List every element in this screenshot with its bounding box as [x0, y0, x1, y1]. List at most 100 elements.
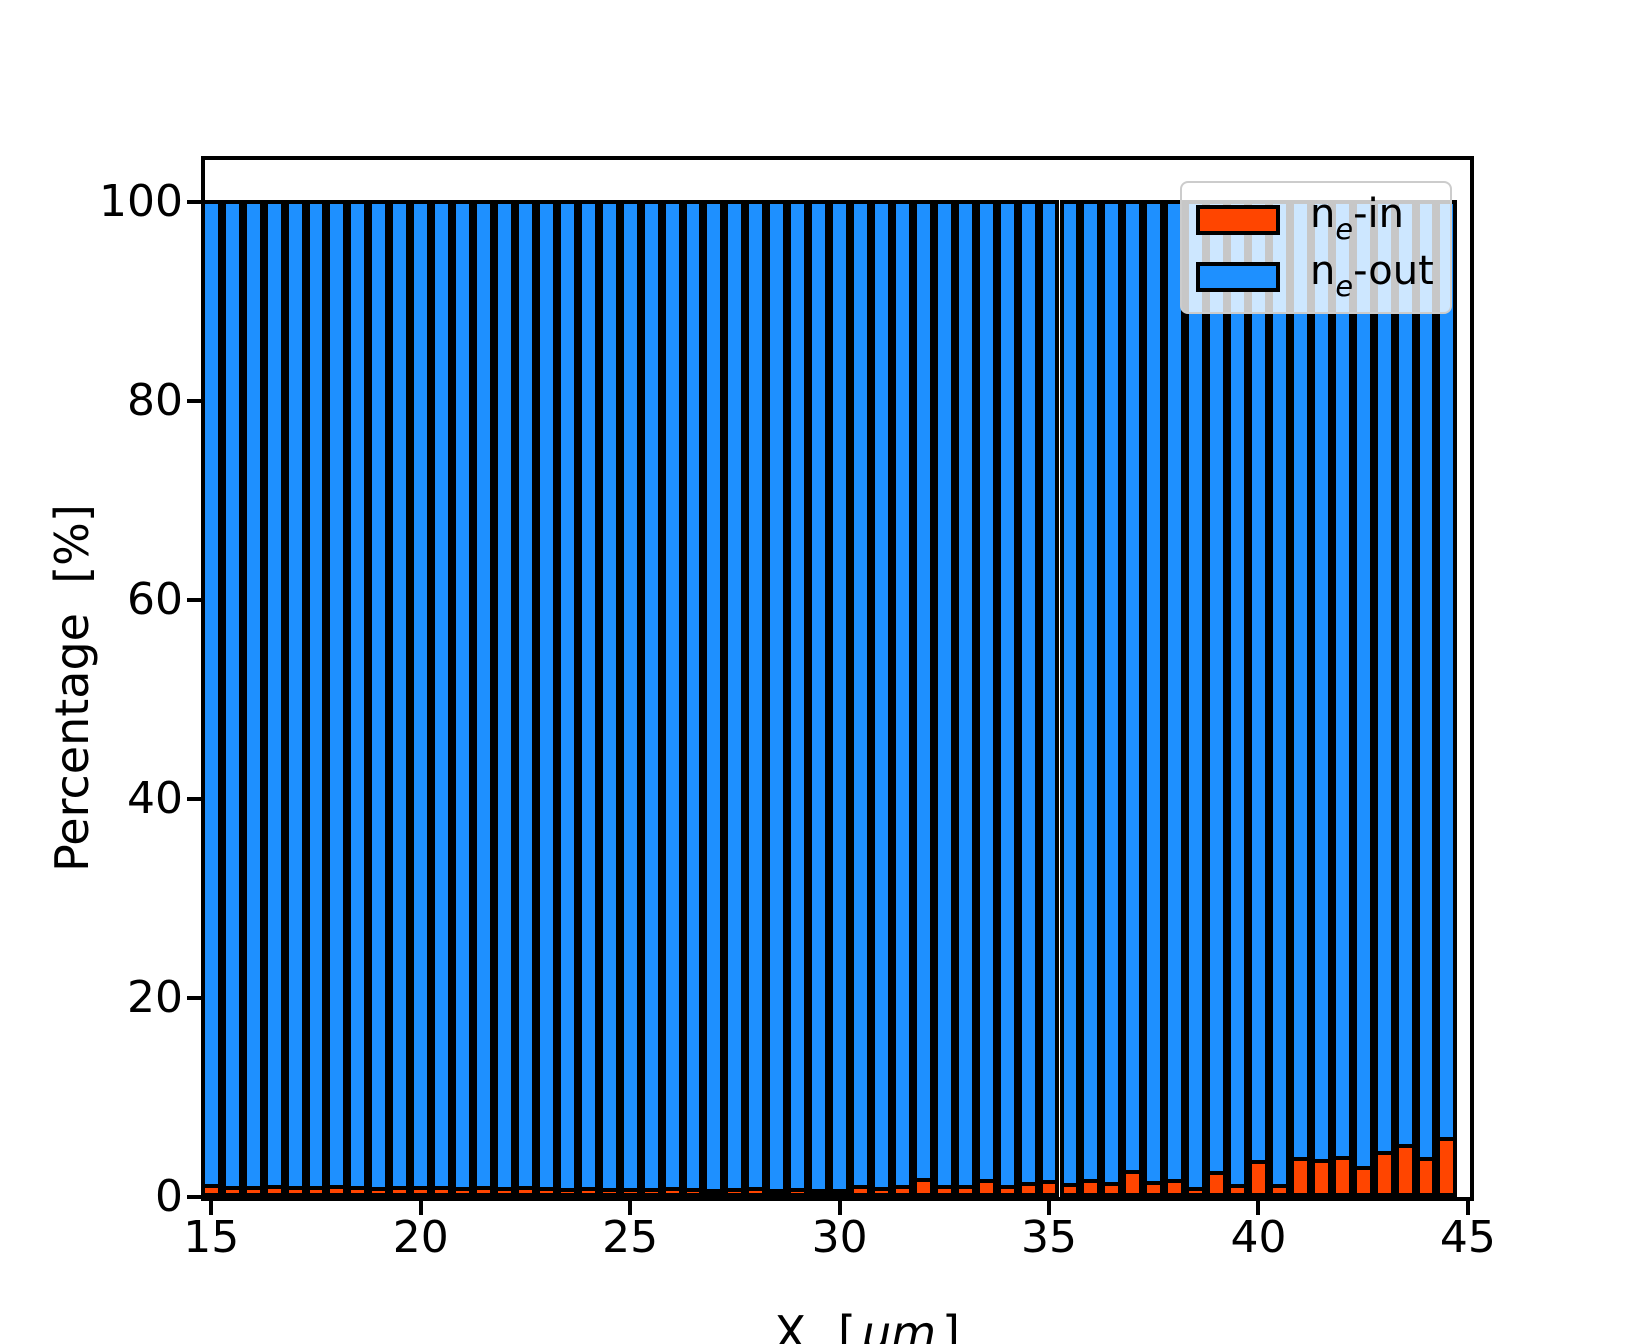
- x-tick: [418, 1201, 423, 1215]
- stacked-bar: [766, 160, 788, 1197]
- bar-segment-out: [556, 199, 578, 1192]
- stacked-bar: [1143, 160, 1165, 1197]
- stacked-bar: [263, 160, 285, 1197]
- bar-segment-out: [577, 199, 599, 1192]
- x-tick: [1256, 1201, 1261, 1215]
- bar-segment-in: [221, 1186, 243, 1197]
- bar-segment-out: [389, 199, 411, 1191]
- bar-segment-out: [912, 199, 934, 1183]
- bar-segment-in: [933, 1185, 955, 1197]
- y-tick: [187, 398, 201, 403]
- stacked-bar: [1206, 160, 1228, 1197]
- legend-patch-ne-in: [1196, 204, 1280, 235]
- bar-segment-in: [347, 1186, 369, 1197]
- legend-label-base: n: [1310, 190, 1336, 237]
- bar-segment-out: [766, 199, 788, 1194]
- bar-segment-in: [389, 1186, 411, 1197]
- stacked-bar: [1436, 160, 1458, 1197]
- bar-segment-in: [850, 1185, 871, 1197]
- stacked-bar: [1185, 160, 1207, 1197]
- legend-label-base: n: [1310, 247, 1336, 294]
- stacked-bar: [1415, 160, 1437, 1197]
- bar-segment-in: [766, 1189, 788, 1197]
- bar-segment-in: [1331, 1156, 1353, 1197]
- bar-segment-in: [1394, 1144, 1416, 1197]
- stacked-bar: [577, 160, 599, 1197]
- y-tick-label: 80: [127, 374, 183, 426]
- bar-segment-out: [410, 199, 432, 1190]
- bar-segment-out: [1247, 199, 1269, 1165]
- legend-label-suffix: -in: [1353, 190, 1404, 237]
- x-axis-label: X [μm]: [716, 1252, 961, 1344]
- stacked-bar: [1080, 160, 1102, 1197]
- x-tick: [837, 1201, 842, 1215]
- stacked-bar: [452, 160, 474, 1197]
- x-tick-label: 35: [1021, 1212, 1078, 1263]
- bar-segment-out: [703, 199, 725, 1193]
- stacked-bar: [598, 160, 620, 1197]
- legend-patch-ne-out: [1196, 261, 1280, 292]
- bar-segment-out: [1352, 199, 1374, 1171]
- x-tick-label: 30: [811, 1212, 868, 1263]
- bar-segment-in: [535, 1187, 557, 1197]
- stacked-bar: [200, 160, 222, 1197]
- bar-segment-out: [850, 199, 871, 1190]
- legend-label-ne-in: ne-in: [1310, 192, 1404, 248]
- y-tick: [187, 796, 201, 801]
- bar-segment-in: [1268, 1184, 1290, 1197]
- bar-segment-in: [787, 1188, 809, 1197]
- bar-segment-out: [871, 199, 892, 1192]
- stacked-bar: [1331, 160, 1353, 1197]
- stacked-bar: [284, 160, 306, 1197]
- x-axis-label-name: X: [774, 1306, 807, 1344]
- stacked-bar: [389, 160, 411, 1197]
- y-tick: [187, 995, 201, 1000]
- y-tick-label: 100: [99, 175, 183, 227]
- legend-label-suffix: -out: [1353, 247, 1434, 294]
- bar-segment-in: [1373, 1151, 1395, 1197]
- bar-segment-out: [1268, 199, 1290, 1189]
- bar-segment-out: [787, 199, 809, 1193]
- bar-segment-in: [1038, 1180, 1060, 1197]
- stacked-bar: [221, 160, 243, 1197]
- bar-segment-out: [1227, 199, 1248, 1189]
- x-tick: [1047, 1201, 1052, 1215]
- stacked-bar: [1373, 160, 1395, 1197]
- bar-segment-in: [577, 1187, 599, 1197]
- bar-segment-out: [326, 199, 348, 1190]
- bar-segment-in: [200, 1184, 222, 1197]
- stacked-bar: [1059, 160, 1081, 1197]
- bar-segment-out: [745, 199, 767, 1192]
- bar-segment-out: [682, 199, 704, 1193]
- bar-segment-out: [452, 199, 474, 1192]
- bar-segment-out: [661, 199, 683, 1192]
- bar-segment-out: [1143, 199, 1165, 1186]
- bar-segment-out: [1059, 199, 1081, 1188]
- bar-segment-out: [1206, 199, 1228, 1176]
- stacked-bar: [368, 160, 390, 1197]
- stacked-bar: [975, 160, 997, 1197]
- x-tick: [1465, 1201, 1470, 1215]
- stacked-bar: [703, 160, 725, 1197]
- x-tick: [628, 1201, 633, 1215]
- x-tick-label: 45: [1439, 1212, 1496, 1263]
- bar-segment-in: [661, 1187, 683, 1197]
- stacked-bar: [829, 160, 851, 1197]
- bar-segment-in: [724, 1188, 746, 1197]
- bar-segment-out: [347, 199, 369, 1191]
- bar-segment-in: [975, 1179, 997, 1197]
- bar-segment-out: [954, 199, 976, 1190]
- legend-item-ne-in: ne-in: [1196, 191, 1450, 248]
- bar-segment-out: [1185, 199, 1207, 1192]
- bar-segment-out: [1080, 199, 1102, 1184]
- y-tick: [187, 597, 201, 602]
- bar-segment-out: [305, 199, 327, 1190]
- bar-segment-in: [452, 1187, 474, 1197]
- bar-segment-in: [598, 1188, 620, 1197]
- bar-segment-out: [1164, 199, 1186, 1184]
- bar-segment-out: [1394, 199, 1416, 1149]
- bar-segment-in: [703, 1188, 725, 1197]
- bar-segment-in: [1164, 1179, 1186, 1197]
- bar-segment-out: [724, 199, 746, 1193]
- bar-segment-in: [242, 1186, 264, 1197]
